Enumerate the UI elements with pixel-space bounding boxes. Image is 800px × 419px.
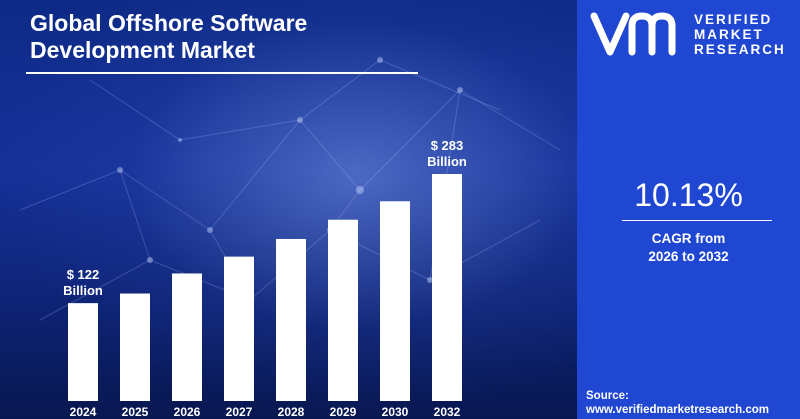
data-label-2032-unit: Billion [427, 154, 467, 169]
brand-line-1: VERIFIED [694, 12, 773, 27]
data-label-2024-unit: Billion [63, 283, 103, 298]
x-tick-label-2030: 2030 [382, 405, 409, 419]
bar-2027 [224, 256, 254, 401]
bar-2032 [432, 174, 462, 401]
cagr-value: 10.13% [634, 177, 743, 213]
chart-title-line-1: Global Offshore Software [30, 10, 308, 36]
x-tick-label-2024: 2024 [70, 405, 97, 419]
bar-2029 [328, 219, 358, 401]
brand-name: VERIFIED MARKET RESEARCH [694, 12, 786, 57]
data-label-2032-value: $ 283 [431, 138, 464, 153]
cagr-label: CAGR from 2026 to 2032 [577, 230, 800, 266]
source-url: www.verifiedmarketresearch.com [586, 404, 770, 416]
stats-panel [577, 0, 800, 419]
cagr-label-line-1: CAGR from [651, 231, 726, 246]
bar-2024 [68, 303, 98, 401]
x-tick-label-2027: 2027 [226, 405, 253, 419]
chart-title: Global Offshore Software Development Mar… [30, 10, 307, 64]
cagr-divider [622, 220, 772, 221]
vmr-logo-icon [590, 12, 676, 56]
bar-2026 [172, 273, 202, 401]
source-label: Source: [586, 390, 629, 402]
x-tick-label-2032: 2032 [434, 405, 461, 419]
bar-2025 [120, 293, 150, 401]
source-credit: Source: www.verifiedmarketresearch.com [586, 389, 769, 417]
x-tick-label-2028: 2028 [278, 405, 305, 419]
bar-2030 [380, 201, 410, 401]
x-tick-label-2025: 2025 [122, 405, 149, 419]
x-tick-label-2029: 2029 [330, 405, 357, 419]
bar-chart: 2024 2025 2026 2027 2028 2029 2030 2032$ 122Bil… [63, 138, 467, 419]
chart-title-line-2: Development Market [30, 37, 255, 63]
data-label-2024-value: $ 122 [67, 267, 100, 282]
title-underline [26, 72, 418, 74]
bar-2028 [276, 238, 306, 401]
x-tick-label-2026: 2026 [174, 405, 201, 419]
cagr-label-line-2: 2026 to 2032 [648, 249, 729, 264]
brand-line-2: MARKET [694, 27, 764, 42]
brand-line-3: RESEARCH [694, 42, 786, 57]
